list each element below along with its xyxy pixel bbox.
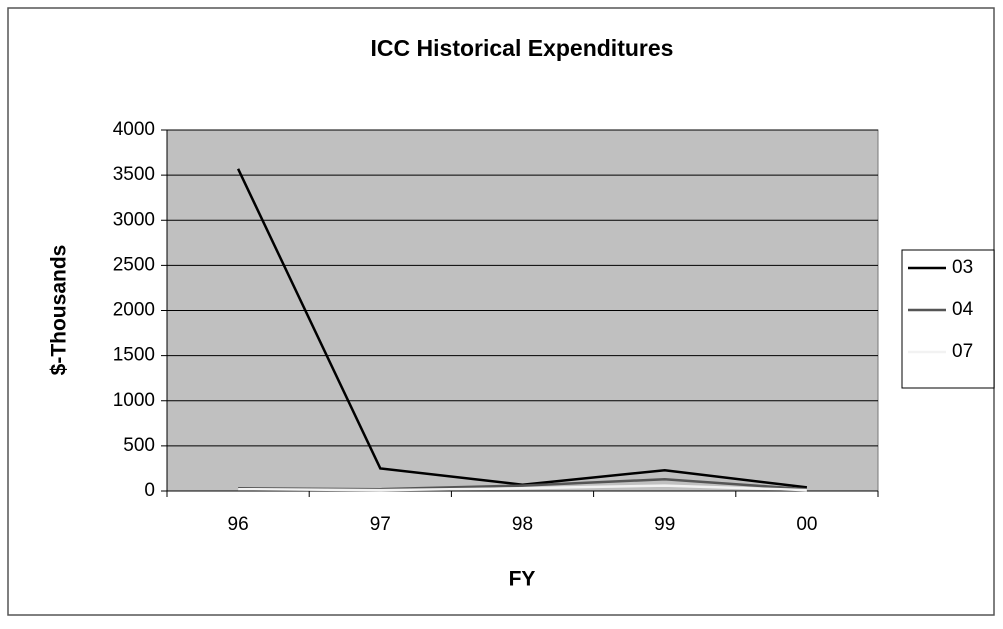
series-line — [238, 484, 807, 492]
y-tick-label: 1000 — [113, 390, 155, 411]
chart-title: ICC Historical Expenditures — [371, 35, 674, 61]
x-axis-title: FY — [509, 568, 536, 591]
legend-label: 04 — [952, 299, 974, 320]
x-tick-label: 96 — [228, 514, 249, 535]
y-tick-label: 2500 — [113, 254, 155, 275]
legend-label: 03 — [952, 257, 973, 278]
y-tick-label: 1500 — [113, 345, 155, 366]
y-axis-title: $-Thousands — [48, 245, 71, 376]
x-tick-label: 97 — [370, 514, 391, 535]
y-tick-label: 2000 — [113, 300, 155, 321]
legend-box — [901, 249, 995, 389]
y-tick-label: 0 — [144, 480, 155, 501]
x-tick-label: 00 — [796, 514, 817, 535]
y-tick-label: 4000 — [113, 119, 155, 140]
y-tick-label: 3500 — [113, 164, 155, 185]
y-tick-label: 3000 — [113, 209, 155, 230]
legend-label: 07 — [952, 341, 973, 362]
y-tick-label: 500 — [123, 435, 155, 456]
x-tick-label: 98 — [512, 514, 533, 535]
x-tick-label: 99 — [654, 514, 675, 535]
